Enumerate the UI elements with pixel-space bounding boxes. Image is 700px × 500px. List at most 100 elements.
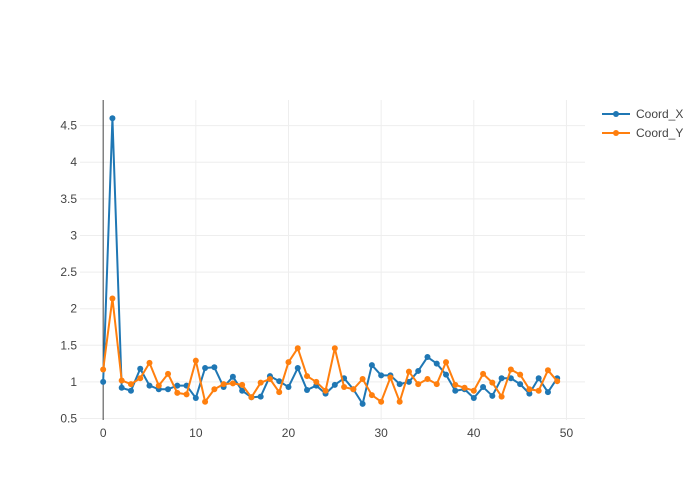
data-point xyxy=(276,389,283,396)
data-point xyxy=(146,359,153,366)
y-tick-label: 0.5 xyxy=(60,412,77,426)
x-tick-label: 20 xyxy=(282,426,296,440)
data-point xyxy=(544,389,551,396)
data-point xyxy=(350,386,357,393)
data-point xyxy=(165,386,172,393)
series-coord-x xyxy=(100,115,561,407)
data-point xyxy=(313,378,320,385)
series-lines xyxy=(100,115,561,407)
data-point xyxy=(257,379,264,386)
data-point xyxy=(387,374,394,381)
data-point xyxy=(202,365,209,372)
data-point xyxy=(544,367,551,374)
data-point xyxy=(165,370,172,377)
data-point xyxy=(331,345,338,352)
data-point xyxy=(211,386,218,393)
series-line xyxy=(102,297,558,403)
y-tick-label: 1.5 xyxy=(60,338,77,352)
data-point xyxy=(248,394,255,401)
series-coord-y xyxy=(100,295,561,405)
data-point xyxy=(211,364,218,371)
data-point xyxy=(489,379,496,386)
data-point xyxy=(378,398,385,405)
legend-swatch-marker xyxy=(613,130,619,136)
data-point xyxy=(174,382,181,389)
data-point xyxy=(415,367,422,374)
data-point xyxy=(378,372,385,379)
data-point xyxy=(127,387,134,394)
grid-lines xyxy=(80,100,585,420)
data-point xyxy=(146,382,153,389)
legend-item-coord-y[interactable]: Coord_Y xyxy=(602,126,683,140)
data-point xyxy=(424,354,431,361)
data-point xyxy=(526,390,533,397)
data-point xyxy=(535,375,542,382)
legend-label-coord-x: Coord_X xyxy=(636,107,683,121)
data-point xyxy=(452,381,459,388)
data-point xyxy=(452,387,459,394)
data-point xyxy=(183,391,190,398)
data-point xyxy=(239,387,246,394)
data-point xyxy=(322,387,329,394)
data-point xyxy=(359,400,366,407)
data-point xyxy=(331,381,338,388)
data-point xyxy=(137,375,144,382)
data-point xyxy=(109,295,116,302)
data-point xyxy=(304,386,311,393)
data-point xyxy=(294,345,301,352)
data-point xyxy=(174,389,181,396)
data-point xyxy=(202,398,209,405)
data-point xyxy=(220,381,227,388)
data-point xyxy=(405,378,412,385)
data-point xyxy=(127,381,134,388)
legend-item-coord-x[interactable]: Coord_X xyxy=(602,107,683,121)
x-tick-label: 30 xyxy=(374,426,388,440)
data-point xyxy=(368,362,375,369)
data-point xyxy=(118,384,125,391)
x-tick-label: 0 xyxy=(100,426,107,440)
data-point xyxy=(192,395,199,402)
data-point xyxy=(517,381,524,388)
data-point xyxy=(229,380,236,387)
data-point xyxy=(498,393,505,400)
x-tick-label: 50 xyxy=(560,426,574,440)
data-point xyxy=(137,365,144,372)
y-tick-label: 2.5 xyxy=(60,265,77,279)
data-point xyxy=(443,359,450,366)
legend[interactable]: Coord_X Coord_Y xyxy=(602,107,683,140)
data-point xyxy=(498,375,505,382)
data-point xyxy=(266,375,273,382)
data-point xyxy=(257,393,264,400)
data-point xyxy=(507,366,514,373)
data-point xyxy=(415,381,422,388)
data-point xyxy=(229,373,236,380)
data-point xyxy=(433,381,440,388)
data-point xyxy=(461,384,468,391)
data-point xyxy=(396,381,403,388)
data-point xyxy=(118,377,125,384)
series-line xyxy=(102,117,559,405)
data-point xyxy=(341,384,348,391)
data-point xyxy=(109,115,116,122)
y-tick-label: 1 xyxy=(70,375,77,389)
data-point xyxy=(489,392,496,399)
data-point xyxy=(294,365,301,372)
y-tick-label: 3.5 xyxy=(60,192,77,206)
legend-label-coord-y: Coord_Y xyxy=(636,126,683,140)
data-point xyxy=(470,387,477,394)
legend-swatch-marker xyxy=(613,111,619,117)
data-point xyxy=(304,373,311,380)
data-point xyxy=(285,384,292,391)
data-point xyxy=(368,392,375,399)
data-point xyxy=(396,398,403,405)
y-tick-label: 4 xyxy=(70,155,77,169)
data-point xyxy=(155,382,162,389)
data-point xyxy=(470,395,477,402)
data-point xyxy=(480,384,487,391)
data-point xyxy=(517,371,524,378)
data-point xyxy=(100,366,107,373)
axes: 0 10 20 30 40 50 0.5 1 1.5 2 2.5 3 3.5 4 4.5 xyxy=(60,100,573,440)
data-point xyxy=(100,378,107,385)
data-point xyxy=(405,368,412,375)
